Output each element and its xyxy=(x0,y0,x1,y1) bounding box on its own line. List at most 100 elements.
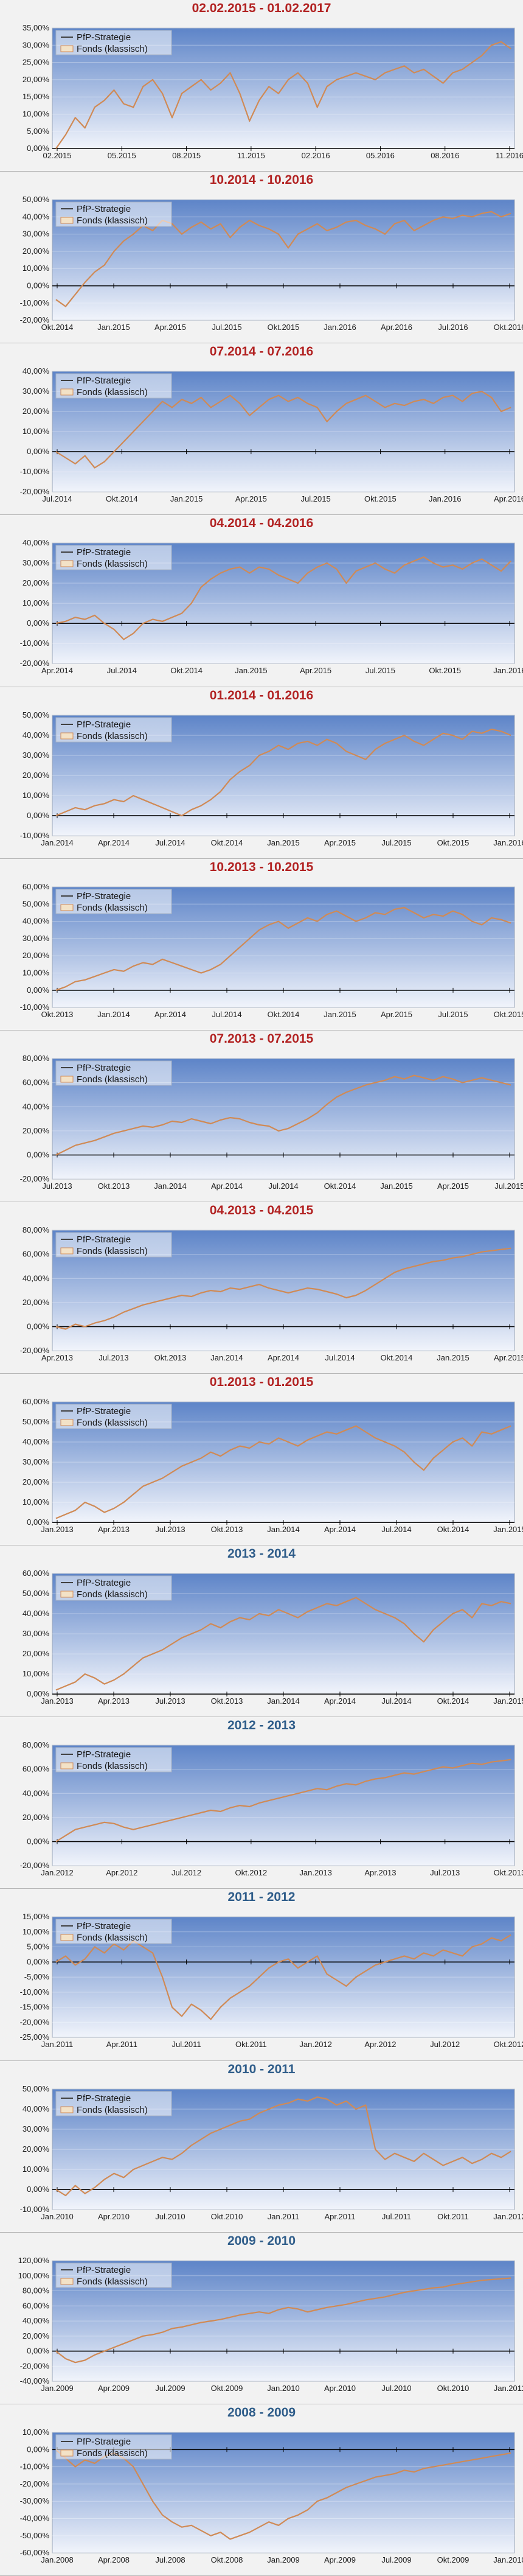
chart-svg: 50,00% 40,00% 30,00% 20,00% 10,00% 0,00% -10,0… xyxy=(20,710,523,847)
y-tick-label: -20,00% xyxy=(20,2361,50,2370)
x-tick-label: 05.2016 xyxy=(366,151,395,160)
x-tick-label: Okt.2008 xyxy=(211,2555,243,2564)
legend-box xyxy=(55,889,172,914)
series-line-fonds-klassisch xyxy=(55,2096,511,2196)
y-tick-label: 40,00% xyxy=(23,730,50,740)
x-tick-label: Jul.2014 xyxy=(381,1525,411,1534)
x-tick-label: Apr.2011 xyxy=(106,2040,137,2049)
x-tick-label: Jan.2015 xyxy=(170,494,203,503)
chart-panel: 50,00% 40,00% 30,00% 20,00% 10,00% 0,00% -10,0… xyxy=(0,687,523,859)
y-tick-label: 30,00% xyxy=(23,1457,50,1466)
x-tick-label: Apr.2013 xyxy=(98,1525,130,1534)
y-tick-label: 0,00% xyxy=(27,2445,49,2454)
x-tick-label: Jul.2009 xyxy=(155,2384,185,2393)
chart-svg: 40,00% 30,00% 20,00% 10,00% 0,00% -10,00% -20,… xyxy=(20,366,523,503)
x-tick-label: Okt.2014 xyxy=(106,494,138,503)
y-tick-label: 20,00% xyxy=(23,1126,50,1135)
x-tick-label: Jul.2012 xyxy=(171,1868,201,1877)
y-tick-label: 100,00% xyxy=(18,2270,50,2280)
legend-box xyxy=(55,30,172,55)
legend-label-pfp: PfP-Strategie xyxy=(77,2437,131,2447)
y-tick-label: 20,00% xyxy=(23,1813,50,1822)
chart-title: 02.02.2015 - 01.02.2017 xyxy=(192,1,331,15)
y-tick-label: 0,00% xyxy=(27,618,49,628)
y-tick-label: 20,00% xyxy=(23,1649,50,1658)
legend-label-fonds: Fonds (klassisch) xyxy=(77,2105,148,2115)
legend-box xyxy=(55,1919,172,1944)
x-tick-label: Apr.2014 xyxy=(324,1696,356,1706)
legend-label-fonds: Fonds (klassisch) xyxy=(77,731,148,741)
legend-box xyxy=(55,717,172,743)
x-tick-label: Jul.2014 xyxy=(42,494,72,503)
y-tick-label: -20,00% xyxy=(20,2018,50,2027)
x-tick-label: Jul.2013 xyxy=(155,1525,185,1534)
x-tick-label: Jul.2015 xyxy=(381,838,411,847)
series-line-fonds-klassisch xyxy=(55,1759,511,1843)
y-tick-label: 80,00% xyxy=(23,1225,50,1234)
y-tick-label: 30,00% xyxy=(23,387,50,396)
x-tick-label: Apr.2015 xyxy=(324,838,356,847)
y-tick-label: 60,00% xyxy=(23,1569,50,1578)
y-tick-label: -10,00% xyxy=(20,639,50,648)
x-tick-label: Okt.2012 xyxy=(494,2040,523,2049)
y-tick-label: 20,00% xyxy=(23,407,50,416)
x-tick-label: Okt.2011 xyxy=(235,2040,267,2049)
chart-panel: 80,00% 60,00% 40,00% 20,00% 0,00% -20,00% Jul.… xyxy=(0,1030,523,1202)
y-tick-label: 80,00% xyxy=(23,1740,50,1749)
y-tick-label: 20,00% xyxy=(23,2144,50,2154)
x-tick-label: Jan.2014 xyxy=(267,1525,300,1534)
legend-label-fonds: Fonds (klassisch) xyxy=(77,44,148,54)
legend-label-fonds: Fonds (klassisch) xyxy=(77,1418,148,1428)
chart-panel: 50,00% 40,00% 30,00% 20,00% 10,00% 0,00% -10,0… xyxy=(0,2060,523,2233)
x-tick-label: Jan.2010 xyxy=(493,2555,523,2564)
y-tick-label: 5,00% xyxy=(27,1942,49,1951)
y-tick-label: 10,00% xyxy=(23,791,50,800)
y-tick-label: 20,00% xyxy=(23,1477,50,1486)
x-tick-label: Jul.2013 xyxy=(99,1353,128,1362)
y-tick-label: -20,00% xyxy=(20,487,50,496)
legend-label-fonds: Fonds (klassisch) xyxy=(77,1246,148,1256)
y-tick-label: 0,00% xyxy=(27,2185,49,2194)
x-tick-label: Jul.2013 xyxy=(430,1868,460,1877)
x-tick-label: Apr.2015 xyxy=(235,494,267,503)
x-tick-label: Apr.2013 xyxy=(98,1696,130,1706)
x-tick-label: Apr.2015 xyxy=(437,1181,469,1191)
x-tick-label: Jul.2015 xyxy=(438,1010,468,1019)
x-tick-label: Jan.2012 xyxy=(299,2040,332,2049)
x-tick-label: Jul.2014 xyxy=(381,1696,411,1706)
chart-title: 07.2014 - 07.2016 xyxy=(209,345,314,359)
legend-label-fonds: Fonds (klassisch) xyxy=(77,2277,148,2287)
x-tick-label: Jan.2011 xyxy=(41,2040,74,2049)
legend-label-fonds: Fonds (klassisch) xyxy=(77,1589,148,1600)
y-tick-label: 80,00% xyxy=(23,1054,50,1063)
legend-label-pfp: PfP-Strategie xyxy=(77,1063,131,1073)
y-tick-label: -20,00% xyxy=(20,315,50,324)
x-tick-label: Okt.2012 xyxy=(235,1868,267,1877)
chart-svg: 80,00%60,00%40,00%20,00%0,00%-20,00%Apr.… xyxy=(20,1225,523,1362)
y-tick-label: 40,00% xyxy=(23,2316,50,2325)
x-tick-label: Jul.2016 xyxy=(438,323,468,332)
x-tick-label: Okt.2015 xyxy=(494,1010,523,1019)
x-tick-label: Okt.2011 xyxy=(437,2212,469,2221)
x-tick-label: Apr.2016 xyxy=(381,323,412,332)
x-tick-label: Apr.2011 xyxy=(324,2212,355,2221)
x-tick-label: Jan.2014 xyxy=(267,1696,300,1706)
x-tick-label: 08.2016 xyxy=(431,151,459,160)
x-tick-label: Apr.2014 xyxy=(211,1181,243,1191)
x-tick-label: Jan.2010 xyxy=(267,2384,300,2393)
x-tick-label: Okt.2013 xyxy=(41,1010,74,1019)
x-tick-label: Jan.2008 xyxy=(41,2555,74,2564)
x-tick-label: Jul.2013 xyxy=(42,1181,72,1191)
series-line-fonds-klassisch xyxy=(55,1425,511,1519)
chart-title: 10.2013 - 10.2015 xyxy=(209,859,314,874)
legend-swatch-fonds xyxy=(60,1934,74,1941)
x-tick-label: Apr.2013 xyxy=(41,1353,73,1362)
x-tick-label: Jan.2012 xyxy=(493,2212,523,2221)
x-tick-label: Okt.2013 xyxy=(494,1868,523,1877)
legend-label-pfp: PfP-Strategie xyxy=(77,1749,131,1760)
legend-box xyxy=(55,2434,172,2460)
x-tick-label: Apr.2014 xyxy=(268,1353,299,1362)
chart-panel: 40,00% 30,00% 20,00% 10,00% 0,00% -10,00% -20,… xyxy=(0,515,523,687)
legend-label-pfp: PfP-Strategie xyxy=(77,204,131,214)
chart-panel: 80,00% 60,00% 40,00% 20,00% 0,00% -20,00% Jan.… xyxy=(0,1717,523,1889)
